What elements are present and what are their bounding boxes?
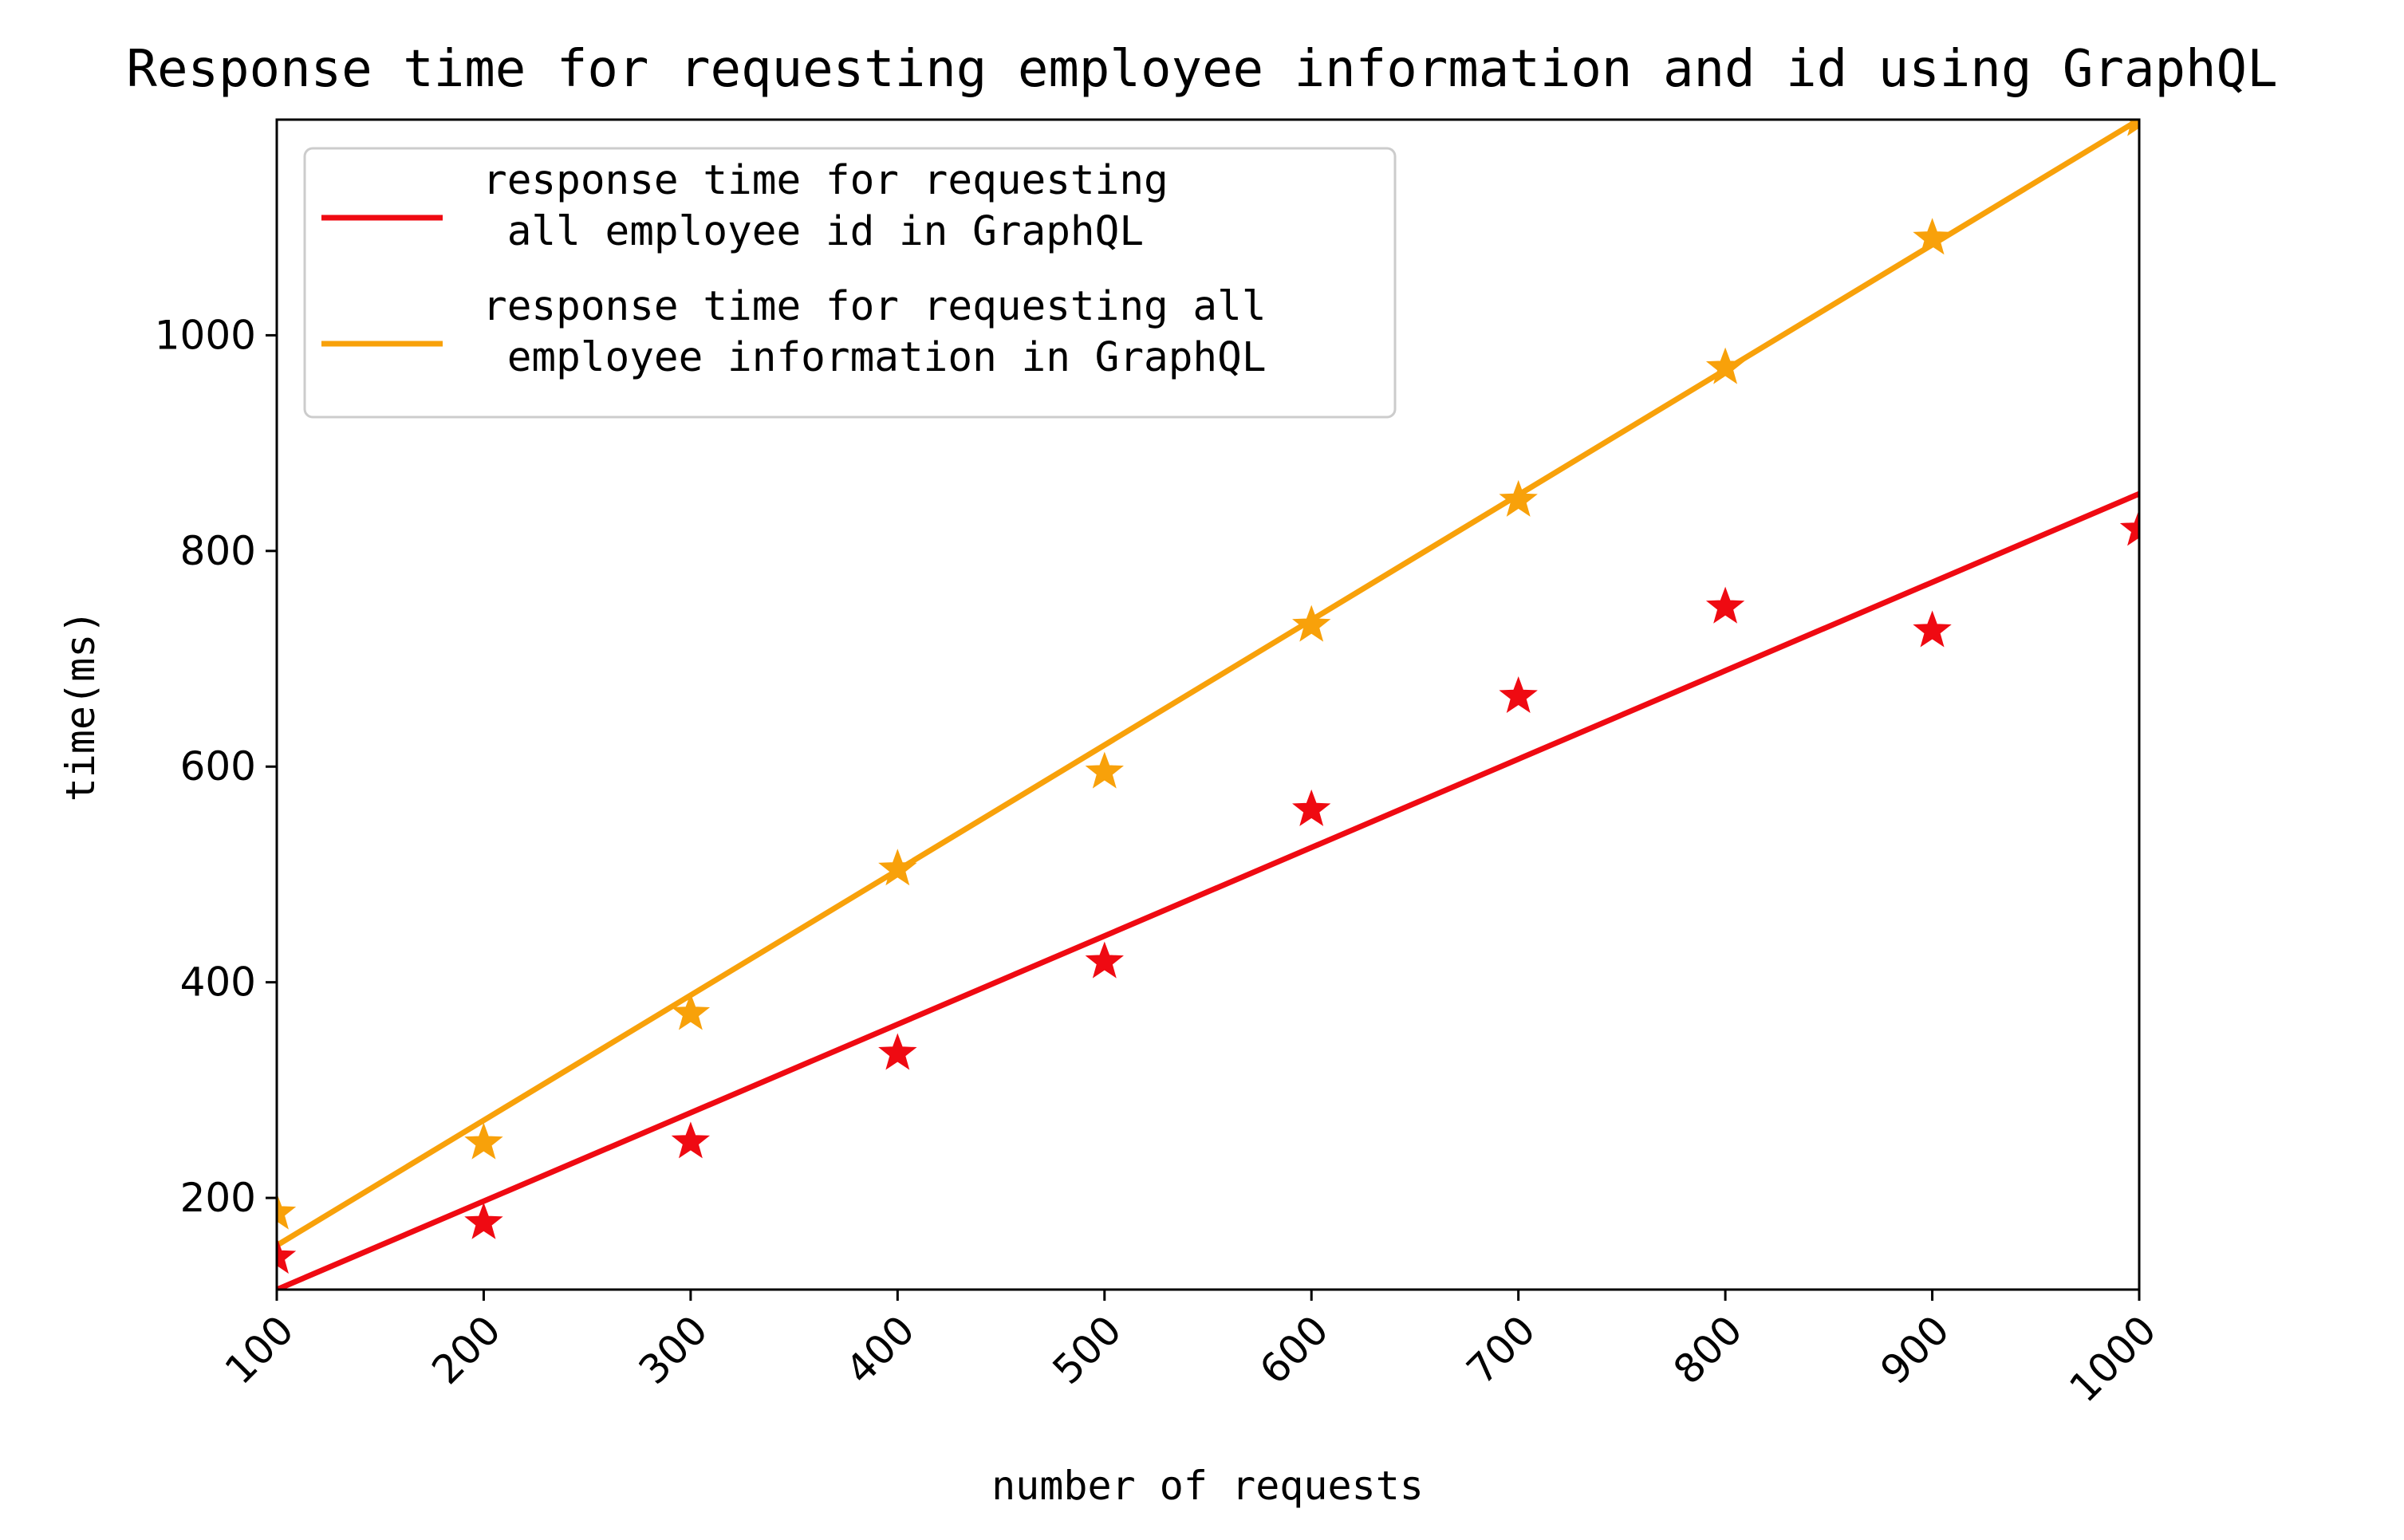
fit-lines xyxy=(277,120,2139,1290)
x-tick-label-100: 100 xyxy=(216,1306,302,1392)
marker-series-2-point-1 xyxy=(277,1192,297,1230)
marker-series-2-point-4 xyxy=(878,849,917,886)
y-tick-label-200: 200 xyxy=(180,1175,256,1221)
legend: response time for requesting all employe… xyxy=(303,147,1397,419)
marker-series-2-point-2 xyxy=(464,1122,503,1160)
marker-series-1-point-2 xyxy=(464,1202,503,1239)
x-tick-label-600: 600 xyxy=(1251,1306,1337,1392)
marker-series-2-point-6 xyxy=(1292,605,1331,642)
fit-line-series-2 xyxy=(277,120,2139,1249)
marker-series-1-point-5 xyxy=(1085,941,1124,979)
marker-series-1-point-10 xyxy=(2119,509,2139,546)
y-tick-label-800: 800 xyxy=(180,528,256,574)
marker-series-1-point-8 xyxy=(1705,586,1745,624)
fit-line-series-1 xyxy=(277,490,2139,1290)
x-axis-ticks: 100 200 300 400 500 600 700 800 900 1000 xyxy=(216,1290,2166,1411)
plot-frame xyxy=(275,118,2141,1291)
x-tick-label-500: 500 xyxy=(1044,1306,1130,1392)
y-tick-label-600: 600 xyxy=(180,743,256,790)
x-tick-label-1000: 1000 xyxy=(2061,1306,2166,1411)
data-markers xyxy=(277,120,2139,1274)
x-tick-label-200: 200 xyxy=(423,1306,509,1392)
y-tick-label-400: 400 xyxy=(180,959,256,1006)
marker-series-1-point-7 xyxy=(1499,675,1538,713)
y-axis-ticks: 200 400 600 800 1000 xyxy=(155,312,277,1221)
marker-series-1-point-6 xyxy=(1292,789,1331,826)
marker-series-2-point-9 xyxy=(1913,218,1952,255)
marker-series-1-point-3 xyxy=(671,1121,711,1159)
marker-series-1-point-9 xyxy=(1913,610,1952,648)
marker-series-2-point-10 xyxy=(2127,120,2139,136)
marker-series-1-point-4 xyxy=(878,1033,917,1070)
x-axis-label: number of requests xyxy=(991,1463,1424,1509)
y-axis-label: time(ms) xyxy=(57,610,104,802)
legend-box xyxy=(303,147,1397,419)
chart-title: Response time for requesting employee in… xyxy=(126,40,2277,99)
y-tick-label-1000: 1000 xyxy=(155,312,256,358)
marker-series-2-point-8 xyxy=(1705,347,1745,384)
x-tick-label-400: 400 xyxy=(837,1306,923,1392)
x-tick-label-800: 800 xyxy=(1665,1306,1751,1392)
marker-series-2-point-5 xyxy=(1085,751,1124,789)
x-tick-label-900: 900 xyxy=(1872,1306,1958,1392)
marker-series-2-point-7 xyxy=(1499,479,1538,517)
marker-series-1-point-1 xyxy=(277,1236,297,1274)
legend-label-series-1: response time for requesting all employe… xyxy=(483,157,1169,255)
legend-label-series-2: response time for requesting all employe… xyxy=(483,283,1267,381)
marker-series-2-point-3 xyxy=(671,993,711,1030)
x-tick-label-300: 300 xyxy=(630,1306,716,1392)
x-tick-label-700: 700 xyxy=(1458,1306,1544,1392)
